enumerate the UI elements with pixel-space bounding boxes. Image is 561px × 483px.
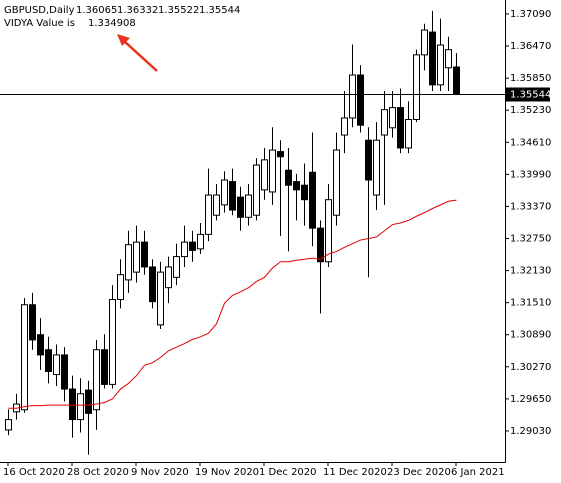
candle-body (405, 119, 412, 149)
candle-body (261, 159, 268, 191)
indicator-label: VIDYA Value is (4, 18, 75, 29)
price-label: 1.35544 (510, 90, 551, 101)
arrow-shaft (123, 40, 158, 72)
x-tick-label: 9 Nov 2020 (131, 467, 189, 478)
candle-body (221, 179, 228, 206)
candle-body (445, 49, 452, 69)
candle-body (317, 227, 324, 263)
y-tick-label: 1.36470 (510, 41, 551, 52)
candle-body (397, 107, 404, 149)
candle-body (237, 196, 244, 218)
ohlc-low: 1.35522 (158, 5, 199, 16)
x-tick-label: 19 Nov 2020 (195, 467, 259, 478)
candle-body (293, 181, 300, 191)
indicator-value: 1.334908 (88, 18, 136, 29)
candle-body (349, 74, 356, 119)
candle-body (53, 354, 60, 376)
candle-body (29, 304, 36, 341)
candle-body (285, 169, 292, 186)
ohlc-high: 1.36332 (117, 5, 158, 16)
x-tick-label: 23 Dec 2020 (387, 467, 451, 478)
candle-body (453, 66, 460, 95)
y-tick-label: 1.33990 (510, 169, 551, 180)
x-tick-label: 28 Oct 2020 (67, 467, 129, 478)
candle-body (197, 233, 204, 250)
candle-body (413, 54, 420, 121)
chart-title: GBPUSD,Daily (4, 5, 75, 16)
candle-body (245, 194, 252, 218)
candle-body (213, 194, 220, 216)
candle-body (5, 419, 12, 431)
candle-body (37, 334, 44, 356)
x-tick-label: 16 Oct 2020 (3, 467, 65, 478)
candle-body (141, 241, 148, 268)
x-tick-label: 11 Dec 2020 (323, 467, 387, 478)
y-tick-label: 1.37090 (510, 9, 551, 20)
candle-body (157, 271, 164, 326)
ohlc-close: 1.35544 (199, 5, 240, 16)
candle-body (45, 349, 52, 372)
plot (5, 10, 460, 455)
y-tick-label: 1.30890 (510, 330, 551, 341)
y-tick-label: 1.34610 (510, 137, 551, 148)
y-tick-label: 1.33370 (510, 201, 551, 212)
x-tick-label: 1 Dec 2020 (259, 467, 317, 478)
y-tick-label: 1.30270 (510, 362, 551, 373)
candle-body (437, 44, 444, 86)
price-label-bg (506, 87, 550, 102)
candle-body (205, 194, 212, 235)
y-tick-label: 1.32750 (510, 234, 551, 245)
candle-body (133, 241, 140, 273)
candle-body (117, 274, 124, 301)
candle-body (93, 349, 100, 411)
candle-body (181, 241, 188, 258)
candle-body (309, 171, 316, 229)
candle-body (253, 164, 260, 216)
y-tick-label: 1.35850 (510, 73, 551, 84)
candle-body (173, 256, 180, 278)
candle-body (21, 304, 28, 411)
candle-body (125, 244, 132, 281)
candle-body (341, 117, 348, 136)
y-tick-label: 1.32130 (510, 266, 551, 277)
candle-body (277, 151, 284, 158)
candle-body (85, 389, 92, 414)
y-tick-label: 1.29650 (510, 394, 551, 405)
annotation-arrow (117, 34, 158, 72)
candle-body (301, 184, 308, 201)
candle-body (165, 266, 172, 289)
candle-body (101, 349, 108, 385)
candle-body (381, 109, 388, 136)
ohlc-open: 1.36065 (76, 5, 117, 16)
indicator-line (8, 199, 457, 409)
candle-body (77, 393, 84, 421)
candle-body (357, 74, 364, 126)
candle-body (429, 31, 436, 86)
candle-body (269, 149, 276, 193)
candle-body (61, 354, 68, 390)
x-tick-label: 6 Jan 2021 (451, 467, 505, 478)
y-tick-label: 1.35230 (510, 105, 551, 116)
arrow-head (117, 34, 130, 46)
candle-body (373, 139, 380, 196)
candle-body (109, 299, 116, 385)
candle-body (325, 199, 332, 263)
candle-body (333, 149, 340, 216)
candle-body (149, 266, 156, 303)
candle-body (229, 181, 236, 211)
candle-body (365, 139, 372, 181)
candle-body (189, 241, 196, 251)
y-tick-label: 1.31510 (510, 298, 551, 309)
y-tick-label: 1.29030 (510, 426, 551, 437)
candle-body (421, 29, 428, 56)
candle-body (69, 388, 76, 421)
candle-body (389, 107, 396, 129)
